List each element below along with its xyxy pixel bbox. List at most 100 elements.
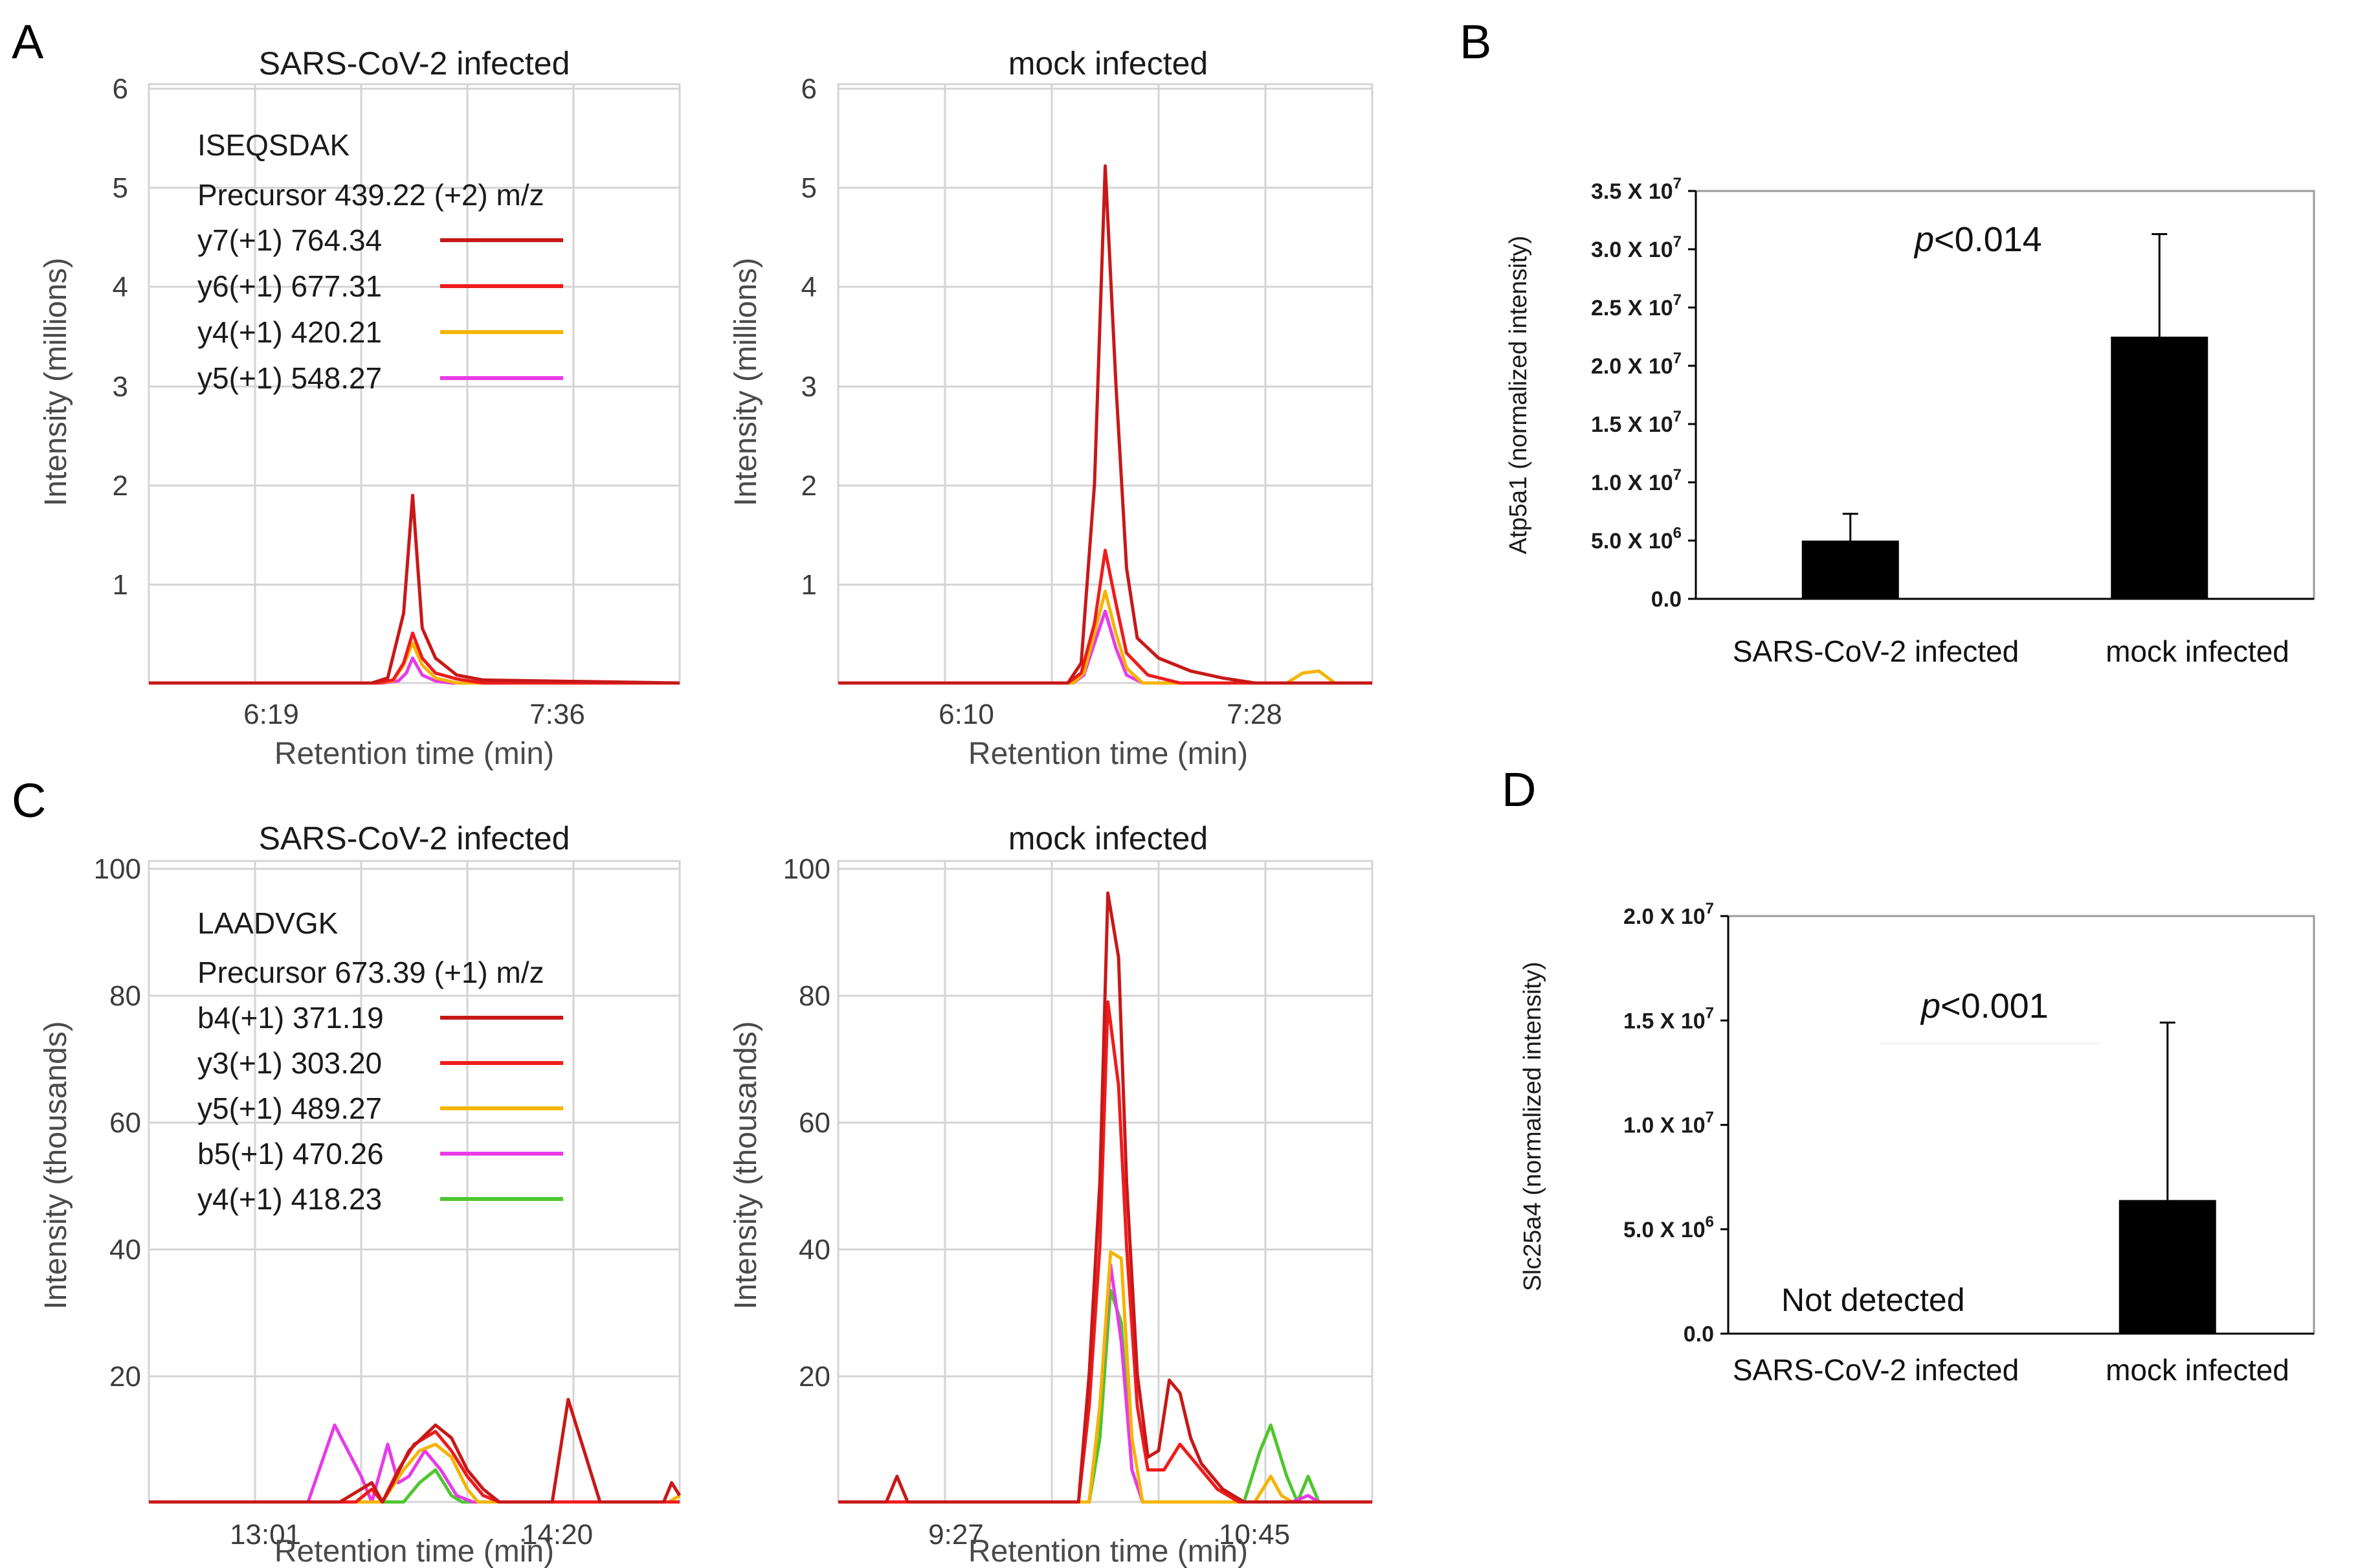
y-tick-mantissa: 5.0 X 10 <box>1623 1218 1706 1242</box>
bar-marks <box>2119 1021 2216 1334</box>
y-tick-label: 100 <box>94 853 141 885</box>
y-tick-exponent: 7 <box>1673 350 1682 367</box>
y-tick-exponent: 7 <box>1673 291 1682 309</box>
x-tick-label: 9:27 <box>928 1519 984 1551</box>
series-layer <box>149 1398 682 1504</box>
plot-frame <box>1727 915 2315 1335</box>
legend-peptide: LAADVGK <box>197 906 339 940</box>
y-tick-mantissa: 0.0 <box>1651 587 1682 612</box>
p-value-text: <0.001 <box>1941 987 2049 1025</box>
y-tick-labels: 1 2 3 4 5 6 <box>113 73 128 601</box>
y-tick-mantissa: 2.0 X 10 <box>1623 904 1706 929</box>
legend-entry-label: y6(+1) 677.31 <box>197 269 382 303</box>
bar-marks <box>1801 233 2208 599</box>
chart-c-left: SARS-CoV-2 infected 20 40 60 80 100 13:0… <box>39 820 682 1568</box>
legend-entry-label: b5(+1) 470.26 <box>197 1137 384 1170</box>
y-tick-label: 60 <box>109 1107 141 1139</box>
x-tick-label: 7:28 <box>1227 699 1282 730</box>
series-line <box>149 631 680 685</box>
x-category-label: mock infected <box>2106 634 2289 668</box>
series-line <box>149 1468 680 1504</box>
y-tick-label: 0.0 <box>1651 587 1682 612</box>
y-tick-mantissa: 1.0 X 10 <box>1623 1114 1706 1138</box>
p-symbol: p <box>1913 220 1934 259</box>
legend-entry-label: y5(+1) 548.27 <box>197 361 382 395</box>
y-tick-label: 3.0 X 107 <box>1591 233 1682 262</box>
series-layer <box>838 891 1372 1504</box>
bar <box>1801 541 1899 599</box>
legend-precursor: Precursor 439.22 (+2) m/z <box>197 178 544 212</box>
series-line <box>838 164 1372 685</box>
y-tick-exponent: 7 <box>1673 175 1682 192</box>
y-tick-labels: 1 2 3 4 5 6 <box>801 73 817 601</box>
y-tick-label: 40 <box>799 1234 830 1266</box>
x-tick-label: 14:20 <box>522 1519 593 1551</box>
series-line <box>838 1250 1372 1504</box>
y-tick-labels: 20 40 60 80 100 <box>94 853 141 1393</box>
legend-peptide: ISEQSDAK <box>197 128 350 162</box>
p-value-annotation: p<0.014 <box>1913 220 2042 259</box>
x-tick-label: 6:19 <box>243 699 299 730</box>
y-tick-label: 5 <box>801 172 817 204</box>
p-value-annotation: p<0.001 <box>1920 987 2049 1025</box>
x-axis-label: Retention time (min) <box>274 737 554 771</box>
legend-precursor: Precursor 673.39 (+1) m/z <box>197 956 544 989</box>
y-tick-mantissa: 2.5 X 10 <box>1591 296 1673 320</box>
y-tick-label: 2.0 X 107 <box>1623 900 1714 929</box>
panel-label-a: A <box>12 15 44 69</box>
series-line <box>838 609 1372 685</box>
x-tick-label: 13:01 <box>230 1519 301 1551</box>
y-tick-exponent: 7 <box>1706 1109 1714 1126</box>
y-axis-label: Intensity (thousands) <box>729 1021 763 1310</box>
panel-label-c: C <box>12 774 46 827</box>
not-detected-label: Not detected <box>1781 1282 1965 1318</box>
series-layer <box>149 493 680 685</box>
y-tick-mantissa: 1.0 X 10 <box>1591 471 1673 495</box>
y-tick-label: 5.0 X 106 <box>1591 524 1682 554</box>
y-tick-mantissa: 0.0 <box>1684 1322 1714 1347</box>
y-tick-label: 4 <box>113 271 128 303</box>
series-line <box>149 1423 680 1504</box>
chart-title: mock infected <box>1008 820 1208 857</box>
y-tick-label: 3.5 X 107 <box>1591 175 1682 204</box>
p-symbol: p <box>1920 987 1941 1025</box>
chart-title: mock infected <box>1008 45 1208 82</box>
panel-label-b: B <box>1460 15 1491 69</box>
y-tick-mantissa: 2.0 X 10 <box>1591 354 1673 379</box>
y-tick-label: 1.0 X 107 <box>1591 466 1682 495</box>
y-axis-label: Atp5a1 (normalized intensity) <box>1505 236 1532 554</box>
chart-title: SARS-CoV-2 infected <box>259 820 570 857</box>
y-tick-mantissa: 3.5 X 10 <box>1591 179 1673 204</box>
series-layer <box>838 164 1372 685</box>
y-tick-label: 2 <box>113 470 128 502</box>
y-tick-mantissa: 5.0 X 10 <box>1591 529 1673 554</box>
y-tick-label: 40 <box>109 1234 141 1266</box>
legend-entry-label: y5(+1) 489.27 <box>197 1092 382 1125</box>
x-category-label: SARS-CoV-2 infected <box>1733 634 2019 668</box>
y-tick-mantissa: 3.0 X 10 <box>1591 238 1673 262</box>
y-tick-mantissa: 1.5 X 10 <box>1591 412 1673 437</box>
y-tick-label: 1 <box>113 569 128 601</box>
x-axis-label: Retention time (min) <box>968 737 1248 771</box>
y-tick-label: 5.0 X 106 <box>1623 1213 1714 1242</box>
legend: ISEQSDAK Precursor 439.22 (+2) m/z y7(+1… <box>197 128 563 395</box>
legend-entry-label: y7(+1) 764.34 <box>197 223 382 257</box>
y-tick-exponent: 7 <box>1706 900 1714 917</box>
y-axis-label: Intensity (millions) <box>39 258 73 506</box>
grid <box>148 83 681 684</box>
grid <box>148 860 681 1503</box>
y-tick-label: 2.0 X 107 <box>1591 350 1682 379</box>
series-line <box>838 589 1372 685</box>
x-category-label: mock infected <box>2106 1353 2289 1387</box>
chart-c-right: mock infected 20 40 60 80 100 9:27 10:45… <box>729 820 1374 1568</box>
series-line <box>149 1398 682 1504</box>
y-tick-label: 80 <box>109 980 141 1012</box>
chart-a-right: mock infected 1 2 3 4 5 6 6:10 7:28 Rete… <box>729 45 1374 771</box>
series-line <box>149 1442 681 1504</box>
series-line <box>838 891 1372 1504</box>
y-tick-label: 60 <box>799 1107 830 1139</box>
